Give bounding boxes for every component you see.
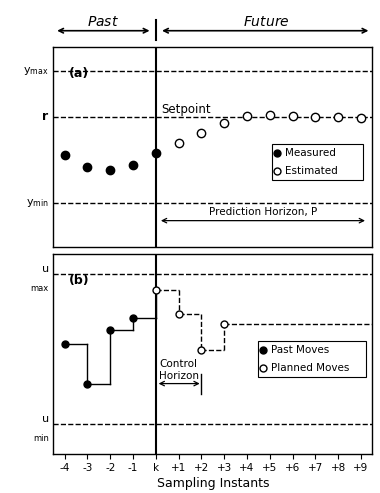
Text: (a): (a) (69, 67, 89, 80)
Text: Control
Horizon: Control Horizon (158, 359, 199, 381)
Text: max: max (30, 283, 49, 293)
Text: min: min (33, 433, 49, 443)
Text: Planned Moves: Planned Moves (271, 362, 349, 373)
Text: $\mathbf{r}$: $\mathbf{r}$ (41, 110, 49, 123)
Text: Estimated: Estimated (285, 166, 337, 176)
FancyBboxPatch shape (258, 341, 366, 377)
Text: Past Moves: Past Moves (271, 345, 329, 354)
Text: u: u (41, 414, 49, 423)
Text: $\mathregular{y}_{\mathregular{max}}$: $\mathregular{y}_{\mathregular{max}}$ (23, 65, 49, 77)
FancyBboxPatch shape (272, 143, 363, 179)
Text: u: u (41, 264, 49, 274)
X-axis label: Sampling Instants: Sampling Instants (157, 477, 269, 491)
Text: Prediction Horizon, P: Prediction Horizon, P (209, 207, 317, 216)
Text: Setpoint: Setpoint (162, 103, 211, 116)
Text: $\mathit{Future}$: $\mathit{Future}$ (243, 15, 290, 29)
Text: $\mathregular{y}_{\mathregular{min}}$: $\mathregular{y}_{\mathregular{min}}$ (26, 197, 49, 209)
Text: $\mathit{Past}$: $\mathit{Past}$ (87, 15, 119, 29)
Text: Measured: Measured (285, 148, 336, 158)
Text: (b): (b) (69, 274, 90, 286)
